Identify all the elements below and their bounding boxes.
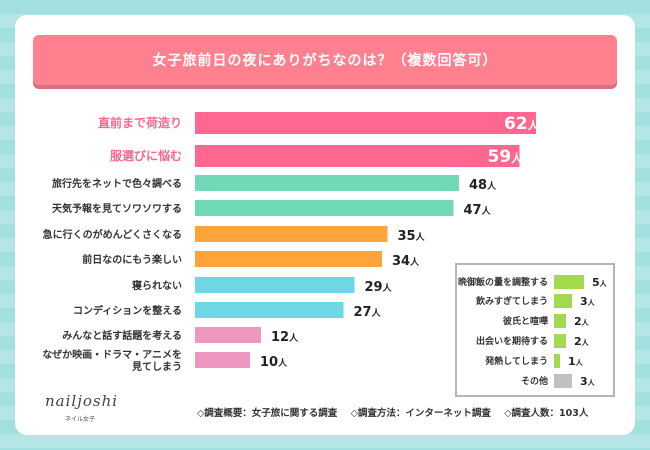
- inset-category-label: 発熱してしまう: [484, 355, 548, 367]
- survey-count: ◇調査人数：103人: [504, 408, 589, 419]
- value-label: 48人: [469, 178, 497, 193]
- category-label: 直前まで荷造り: [98, 115, 182, 130]
- inset-value-label: 3人: [580, 375, 596, 388]
- inset-category-label: 晩御飯の量を調整する: [458, 276, 548, 288]
- chart-title: 女子旅前日の夜にありがちなのは？（複数回答可）: [33, 35, 617, 85]
- category-label: コンディションを整える: [73, 304, 182, 317]
- survey-overview: ◇調査概要：女子旅に関する調査: [197, 408, 338, 419]
- value-label: 34人: [392, 254, 420, 269]
- inset-value-label: 2人: [574, 335, 590, 348]
- category-label: みんなと話す話題を考える: [62, 329, 182, 342]
- category-label: なぜか映画・ドラマ・アニメを: [42, 348, 182, 361]
- inset-bar: [554, 294, 572, 308]
- bar: [195, 302, 344, 318]
- inset-value-label: 1人: [568, 355, 584, 368]
- category-label: 旅行先をネットで色々調べる: [52, 177, 182, 190]
- bar: [195, 226, 388, 242]
- survey-footer: ◇調査概要：女子旅に関する調査 ◇調査方法：インターネット調査 ◇調査人数：10…: [197, 405, 598, 419]
- category-label: 見てしまう: [131, 361, 182, 373]
- inset-category-label: 彼氏と喧嘩: [503, 315, 548, 327]
- category-label: 寝られない: [132, 279, 182, 292]
- inset-bar: [554, 334, 566, 348]
- value-label: 62人: [504, 114, 540, 134]
- survey-method: ◇調査方法：インターネット調査: [350, 408, 491, 419]
- bar: [195, 145, 520, 167]
- inset-category-label: その他: [521, 375, 548, 387]
- inset-category-label: 出会いを期待する: [476, 335, 548, 347]
- inset-bar: [554, 275, 584, 289]
- inset-bar: [554, 374, 572, 388]
- bar: [195, 327, 261, 343]
- value-label: 12人: [271, 330, 299, 345]
- category-label: 前日なのにもう楽しい: [82, 253, 182, 266]
- category-label: 急に行くのがめんどくさくなる: [43, 228, 182, 241]
- logo-subtitle: ネイル女子: [65, 416, 96, 423]
- value-label: 10人: [260, 355, 288, 370]
- value-label: 35人: [398, 229, 426, 244]
- category-label: 天気予報を見てソワソワする: [52, 202, 182, 215]
- bar: [195, 251, 382, 267]
- value-label: 59人: [488, 147, 524, 167]
- value-label: 27人: [354, 305, 382, 320]
- value-label: 47人: [464, 203, 492, 218]
- inset-box: [455, 263, 615, 397]
- inset-value-label: 5人: [592, 276, 608, 289]
- inset-value-label: 2人: [574, 315, 590, 328]
- bar: [195, 277, 355, 293]
- logo: nailjoshi: [45, 392, 119, 410]
- value-label: 29人: [365, 280, 393, 295]
- bar: [195, 112, 536, 134]
- inset-bar: [554, 314, 566, 328]
- inset-category-label: 飲みすぎてしまう: [475, 295, 548, 307]
- inset-bar: [554, 354, 560, 368]
- inset-value-label: 3人: [580, 295, 596, 308]
- bar: [195, 200, 454, 216]
- category-label: 服選びに悩む: [110, 148, 182, 163]
- bar: [195, 352, 250, 368]
- bar: [195, 175, 459, 191]
